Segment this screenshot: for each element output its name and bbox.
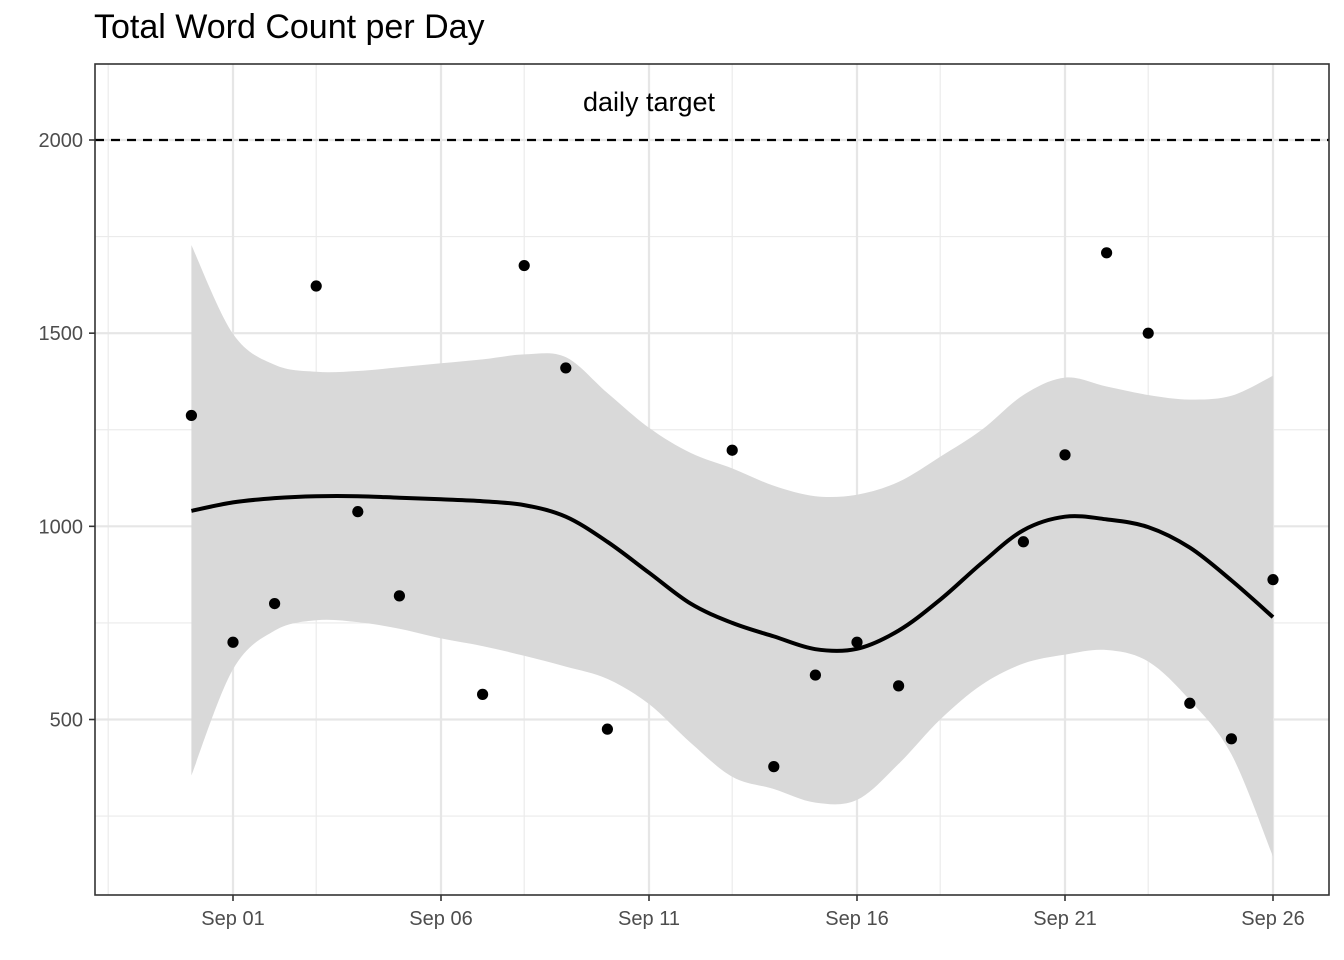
data-point bbox=[352, 506, 364, 518]
data-point bbox=[1017, 536, 1029, 548]
data-point bbox=[227, 636, 239, 648]
panel-border bbox=[94, 63, 1330, 896]
data-point bbox=[1059, 449, 1071, 461]
data-point bbox=[809, 669, 822, 681]
x-tick-label: Sep 21 bbox=[1033, 908, 1096, 930]
data-points bbox=[185, 247, 1279, 773]
x-tick-label: Sep 16 bbox=[825, 908, 888, 930]
data-point bbox=[726, 444, 738, 456]
x-axis: Sep 01 Sep 06 Sep 11 Sep 16 Sep 21 Sep 26 bbox=[201, 895, 1305, 930]
y-axis: 500 1000 1500 2000 bbox=[39, 130, 95, 732]
x-tick-label: Sep 01 bbox=[201, 908, 264, 930]
smooth-trend-line bbox=[191, 493, 1275, 653]
data-point bbox=[893, 680, 905, 692]
x-tick-label: Sep 26 bbox=[1241, 908, 1304, 930]
data-point bbox=[1184, 697, 1196, 709]
data-point bbox=[310, 280, 322, 292]
data-point bbox=[560, 362, 572, 374]
data-point bbox=[1142, 327, 1154, 339]
data-point bbox=[185, 409, 197, 422]
data-point bbox=[269, 598, 281, 610]
data-point bbox=[851, 636, 863, 648]
data-point bbox=[393, 590, 405, 602]
data-point bbox=[1225, 733, 1237, 745]
chart-title: Total Word Count per Day bbox=[94, 8, 485, 46]
data-point bbox=[518, 259, 530, 272]
data-point bbox=[1101, 247, 1113, 259]
y-tick-label: 500 bbox=[50, 710, 83, 732]
data-point bbox=[1267, 574, 1279, 586]
data-point bbox=[601, 723, 614, 735]
y-tick-label: 1500 bbox=[39, 323, 84, 345]
y-tick-label: 2000 bbox=[39, 130, 84, 152]
x-tick-label: Sep 06 bbox=[409, 908, 472, 930]
data-point bbox=[768, 761, 780, 773]
data-point bbox=[477, 688, 489, 700]
x-tick-label: Sep 11 bbox=[618, 908, 680, 930]
daily-target-label: daily target bbox=[583, 87, 716, 117]
y-tick-label: 1000 bbox=[39, 516, 84, 538]
confidence-ribbon bbox=[191, 245, 1273, 857]
